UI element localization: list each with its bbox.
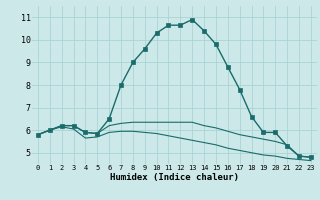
X-axis label: Humidex (Indice chaleur): Humidex (Indice chaleur) [110,173,239,182]
